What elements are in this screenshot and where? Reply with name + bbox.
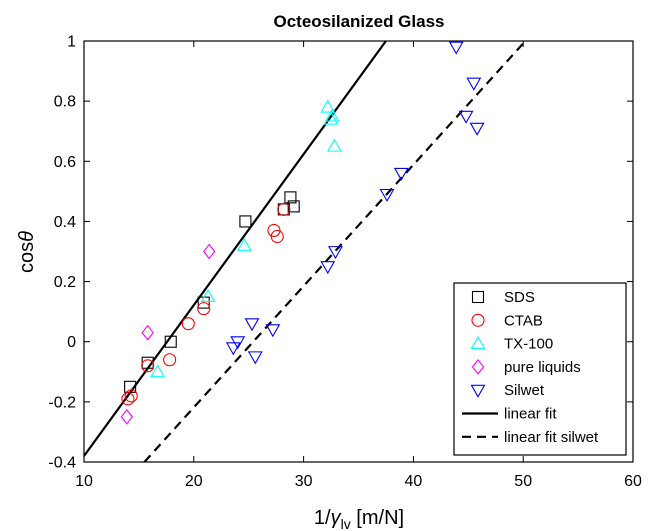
x-axis-label-suffix: [m/N] xyxy=(351,507,404,529)
series-silwet xyxy=(225,41,485,365)
y-tick-label: 0.8 xyxy=(54,94,76,111)
legend-item-ctab: CTAB xyxy=(471,312,543,329)
series-tx-100 xyxy=(150,99,342,378)
legend-label: linear fit silwet xyxy=(504,429,599,446)
silwet-point xyxy=(469,122,485,136)
series-ctab xyxy=(121,202,291,406)
y-tick-label: 1 xyxy=(67,34,76,51)
legend-item-tx-100: TX-100 xyxy=(470,335,553,353)
legend-label: Silwet xyxy=(504,382,545,399)
y-axis-label-prefix: cos xyxy=(16,242,38,273)
sds-point xyxy=(124,380,137,393)
y-tick-label: -0.4 xyxy=(48,455,76,472)
x-tick-label: 30 xyxy=(295,473,313,490)
tx-100-point xyxy=(236,237,252,251)
silwet-point xyxy=(265,324,281,338)
tx-100-point xyxy=(320,99,336,113)
ctab-point xyxy=(141,359,155,373)
y-axis-label: cosθ xyxy=(16,231,38,273)
silwet-point xyxy=(230,336,246,350)
silwet-point xyxy=(244,318,260,332)
silwet-point xyxy=(393,167,409,181)
series-pure-liquids xyxy=(120,243,216,425)
ctab-point xyxy=(277,202,291,216)
pure-liquids-point xyxy=(120,409,134,425)
ctab-point xyxy=(121,392,135,406)
y-axis: -0.4 -0.2 0 0.2 0.4 0.6 0.8 1 xyxy=(48,34,633,472)
sds-point xyxy=(164,335,177,348)
legend-marker-tx-100 xyxy=(470,335,486,350)
x-axis-label-prefix: 1/ xyxy=(314,507,331,529)
x-tick-label: 40 xyxy=(405,473,423,490)
y-tick-label: 0 xyxy=(67,334,76,351)
legend-marker-silwet xyxy=(470,384,486,398)
tx-100-point xyxy=(326,138,342,152)
x-axis-label-symbol: γ xyxy=(331,507,342,529)
legend-item-silwet: Silwet xyxy=(470,382,545,399)
legend-item-linear-fit: linear fit xyxy=(462,406,557,423)
x-tick-label: 60 xyxy=(624,473,642,490)
legend-box xyxy=(453,282,627,456)
legend-marker-ctab xyxy=(471,313,485,327)
legend-marker-pure-liquids xyxy=(471,359,485,375)
x-axis: 10 20 30 40 50 60 xyxy=(75,41,642,490)
x-tick-label: 20 xyxy=(185,473,203,490)
x-axis-label-subscript: lv xyxy=(341,516,351,531)
legend-item-pure-liquids: pure liquids xyxy=(471,359,581,376)
silwet-point xyxy=(247,351,263,365)
silwet-point xyxy=(225,342,241,356)
tx-100-point xyxy=(200,288,216,303)
pure-liquids-point xyxy=(141,324,154,341)
silwet-point xyxy=(466,77,482,91)
ctab-point xyxy=(197,302,211,316)
y-tick-label: -0.2 xyxy=(48,394,76,411)
ctab-point xyxy=(181,317,195,331)
silwet-point xyxy=(320,261,336,275)
silwet-point xyxy=(327,246,343,260)
silwet-point xyxy=(379,188,395,202)
legend-label: TX-100 xyxy=(504,336,553,353)
silwet-point xyxy=(458,110,474,124)
sds-point xyxy=(284,191,297,204)
legend: SDS CTAB TX-100 pure liquids Silwet linear fi… xyxy=(453,282,627,456)
legend-item-sds: SDS xyxy=(471,289,535,306)
pure-liquids-point xyxy=(202,243,216,260)
silwet-point xyxy=(448,41,464,55)
x-axis-label: 1/γlv [m/N] xyxy=(314,507,404,531)
legend-marker-sds xyxy=(471,290,485,304)
y-tick-label: 0.6 xyxy=(54,154,76,171)
sds-point xyxy=(239,215,252,228)
legend-label: CTAB xyxy=(504,312,543,329)
ctab-point xyxy=(267,223,281,237)
y-axis-label-symbol: θ xyxy=(16,231,38,242)
y-tick-label: 0.4 xyxy=(54,214,76,231)
chart-title: Octeosilanized Glass xyxy=(273,12,444,31)
x-tick-label: 50 xyxy=(514,473,532,490)
legend-label: pure liquids xyxy=(504,359,581,376)
legend-label: SDS xyxy=(504,289,535,306)
ctab-point xyxy=(163,353,177,367)
legend-label: linear fit xyxy=(504,406,557,423)
plot-frame xyxy=(83,40,634,463)
tx-100-point xyxy=(150,364,166,378)
linear-fit-line xyxy=(84,41,387,457)
y-tick-label: 0.2 xyxy=(54,274,76,291)
ctab-point xyxy=(124,389,138,403)
legend-item-linear-fit-silwet: linear fit silwet xyxy=(462,429,599,446)
ctab-point xyxy=(270,229,284,244)
tx-100-point xyxy=(324,108,340,122)
sds-point xyxy=(287,200,300,213)
x-tick-label: 10 xyxy=(75,473,93,490)
